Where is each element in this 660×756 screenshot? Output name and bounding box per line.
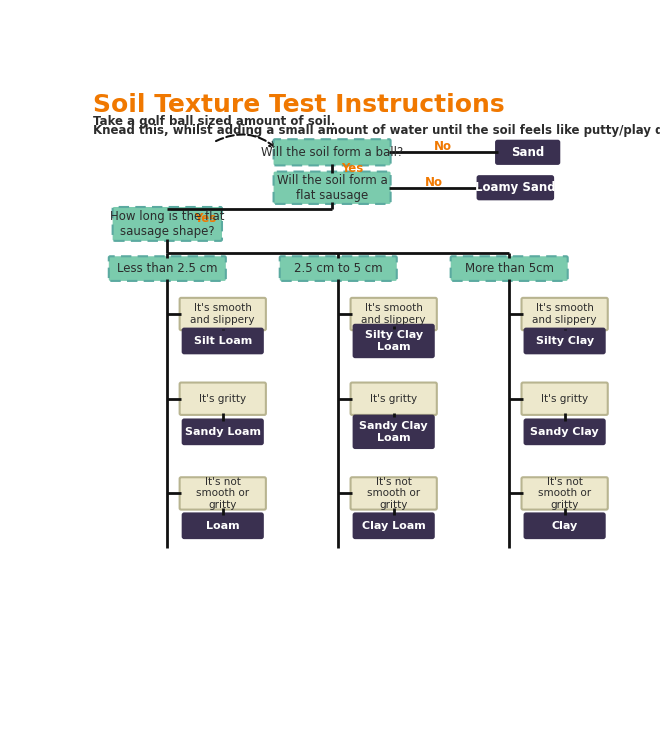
FancyBboxPatch shape [521, 298, 608, 330]
FancyBboxPatch shape [525, 513, 605, 538]
FancyBboxPatch shape [183, 513, 263, 538]
Text: It's gritty: It's gritty [199, 394, 246, 404]
Text: Silt Loam: Silt Loam [193, 336, 252, 346]
Text: Soil Texture Test Instructions: Soil Texture Test Instructions [94, 93, 505, 117]
Text: It's smooth
and slippery: It's smooth and slippery [533, 303, 597, 325]
FancyBboxPatch shape [109, 256, 226, 281]
FancyBboxPatch shape [280, 256, 397, 281]
Text: Silty Clay: Silty Clay [535, 336, 594, 346]
Text: Will the soil form a
flat sausage: Will the soil form a flat sausage [277, 174, 387, 202]
FancyBboxPatch shape [478, 176, 553, 200]
FancyBboxPatch shape [496, 141, 559, 164]
FancyBboxPatch shape [183, 420, 263, 444]
FancyBboxPatch shape [451, 256, 568, 281]
Text: It's not
smooth or
gritty: It's not smooth or gritty [538, 477, 591, 510]
Text: No: No [434, 141, 452, 153]
Text: Take a golf ball sized amount of soil.: Take a golf ball sized amount of soil. [94, 115, 336, 128]
FancyBboxPatch shape [350, 477, 437, 510]
Text: Will the soil form a ball?: Will the soil form a ball? [261, 146, 403, 159]
FancyBboxPatch shape [525, 420, 605, 444]
FancyBboxPatch shape [180, 477, 266, 510]
Text: Sandy Clay: Sandy Clay [531, 427, 599, 437]
FancyBboxPatch shape [350, 298, 437, 330]
Text: It's gritty: It's gritty [370, 394, 417, 404]
Text: Clay Loam: Clay Loam [362, 521, 426, 531]
FancyBboxPatch shape [354, 325, 434, 357]
Text: It's not
smooth or
gritty: It's not smooth or gritty [367, 477, 420, 510]
FancyBboxPatch shape [521, 477, 608, 510]
Text: Sandy Loam: Sandy Loam [185, 427, 261, 437]
Text: It's smooth
and slippery: It's smooth and slippery [191, 303, 255, 325]
Text: Knead this, whilst adding a small amount of water until the soil feels like putt: Knead this, whilst adding a small amount… [94, 124, 660, 138]
FancyBboxPatch shape [274, 172, 391, 204]
Text: It's not
smooth or
gritty: It's not smooth or gritty [196, 477, 249, 510]
Text: 2.5 cm to 5 cm: 2.5 cm to 5 cm [294, 262, 383, 275]
Text: Loamy Sand: Loamy Sand [475, 181, 556, 194]
Text: How long is the flat
sausage shape?: How long is the flat sausage shape? [110, 210, 224, 238]
Text: It's smooth
and slippery: It's smooth and slippery [362, 303, 426, 325]
FancyBboxPatch shape [180, 383, 266, 415]
FancyBboxPatch shape [354, 416, 434, 448]
Text: Silty Clay
Loam: Silty Clay Loam [364, 330, 423, 352]
FancyBboxPatch shape [180, 298, 266, 330]
Text: It's gritty: It's gritty [541, 394, 588, 404]
Text: Clay: Clay [552, 521, 578, 531]
Text: Sand: Sand [511, 146, 544, 159]
Text: Yes: Yes [194, 212, 216, 225]
Text: Yes: Yes [341, 162, 364, 175]
Text: No: No [425, 176, 443, 189]
Text: More than 5cm: More than 5cm [465, 262, 554, 275]
FancyBboxPatch shape [525, 329, 605, 353]
FancyBboxPatch shape [183, 329, 263, 353]
Text: Sandy Clay
Loam: Sandy Clay Loam [360, 421, 428, 442]
FancyBboxPatch shape [354, 513, 434, 538]
FancyBboxPatch shape [521, 383, 608, 415]
FancyBboxPatch shape [350, 383, 437, 415]
Text: Loam: Loam [206, 521, 240, 531]
FancyArrowPatch shape [216, 135, 275, 147]
FancyBboxPatch shape [113, 207, 222, 241]
FancyBboxPatch shape [274, 139, 391, 166]
Text: Less than 2.5 cm: Less than 2.5 cm [117, 262, 218, 275]
